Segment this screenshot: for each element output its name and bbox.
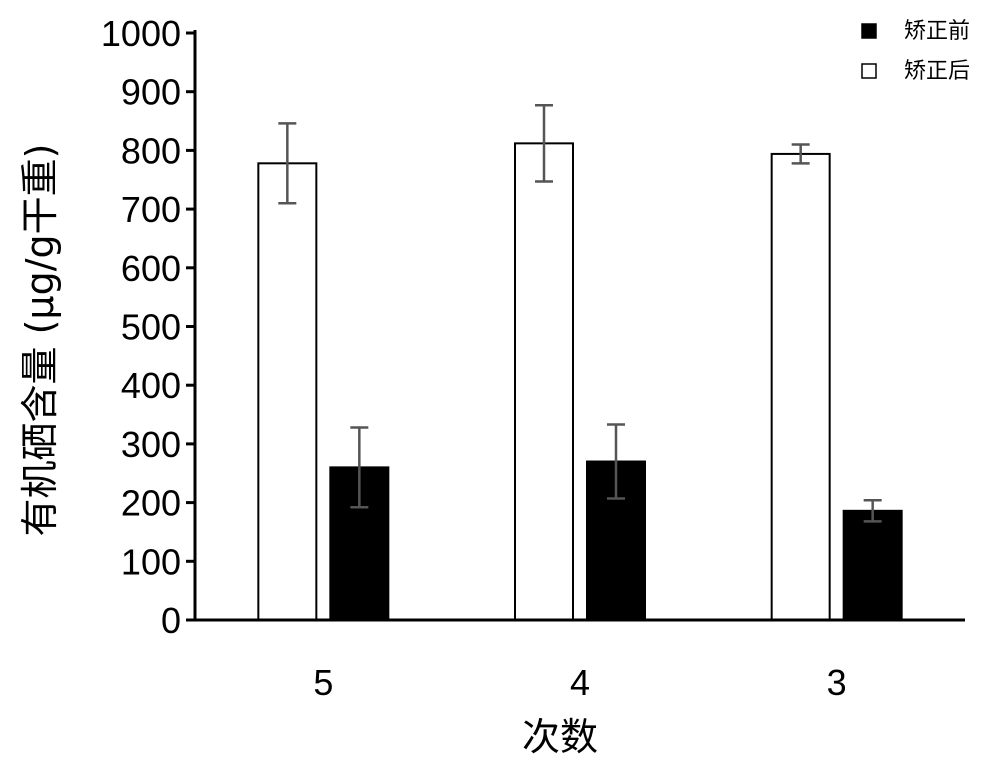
bar-after-5 <box>257 162 318 621</box>
x-tick-label: 3 <box>827 662 847 703</box>
legend-swatch <box>861 23 877 39</box>
bars <box>257 142 903 622</box>
x-axis-title: 次数 <box>522 715 598 759</box>
bar-after-4 <box>514 142 574 622</box>
bar-before-3 <box>842 509 903 621</box>
x-tick-label: 4 <box>570 662 590 703</box>
x-axis: 5 4 3 <box>195 618 965 703</box>
y-axis: 0 100 200 300 400 500 600 700 800 900 1000 <box>101 13 197 641</box>
legend-label: 矫正后 <box>904 59 970 84</box>
x-tick-label: 5 <box>313 662 333 703</box>
error-bars <box>278 103 882 523</box>
y-tick-label: 800 <box>121 130 181 171</box>
legend-label: 矫正前 <box>904 19 970 44</box>
y-tick-label: 100 <box>121 541 181 582</box>
legend-swatch <box>861 63 877 79</box>
y-tick-label: 700 <box>121 189 181 230</box>
y-axis-title: 有机硒含量 (μg/g干重) <box>18 144 62 537</box>
bar-after-3 <box>770 152 831 621</box>
y-tick-label: 1000 <box>101 13 181 54</box>
y-tick-label: 500 <box>121 307 181 348</box>
y-tick-label: 900 <box>121 72 181 113</box>
y-tick-label: 0 <box>161 600 181 641</box>
y-tick-label: 400 <box>121 365 181 406</box>
y-tick-label: 300 <box>121 424 181 465</box>
y-tick-label: 200 <box>121 483 181 524</box>
y-tick-label: 600 <box>121 248 181 289</box>
